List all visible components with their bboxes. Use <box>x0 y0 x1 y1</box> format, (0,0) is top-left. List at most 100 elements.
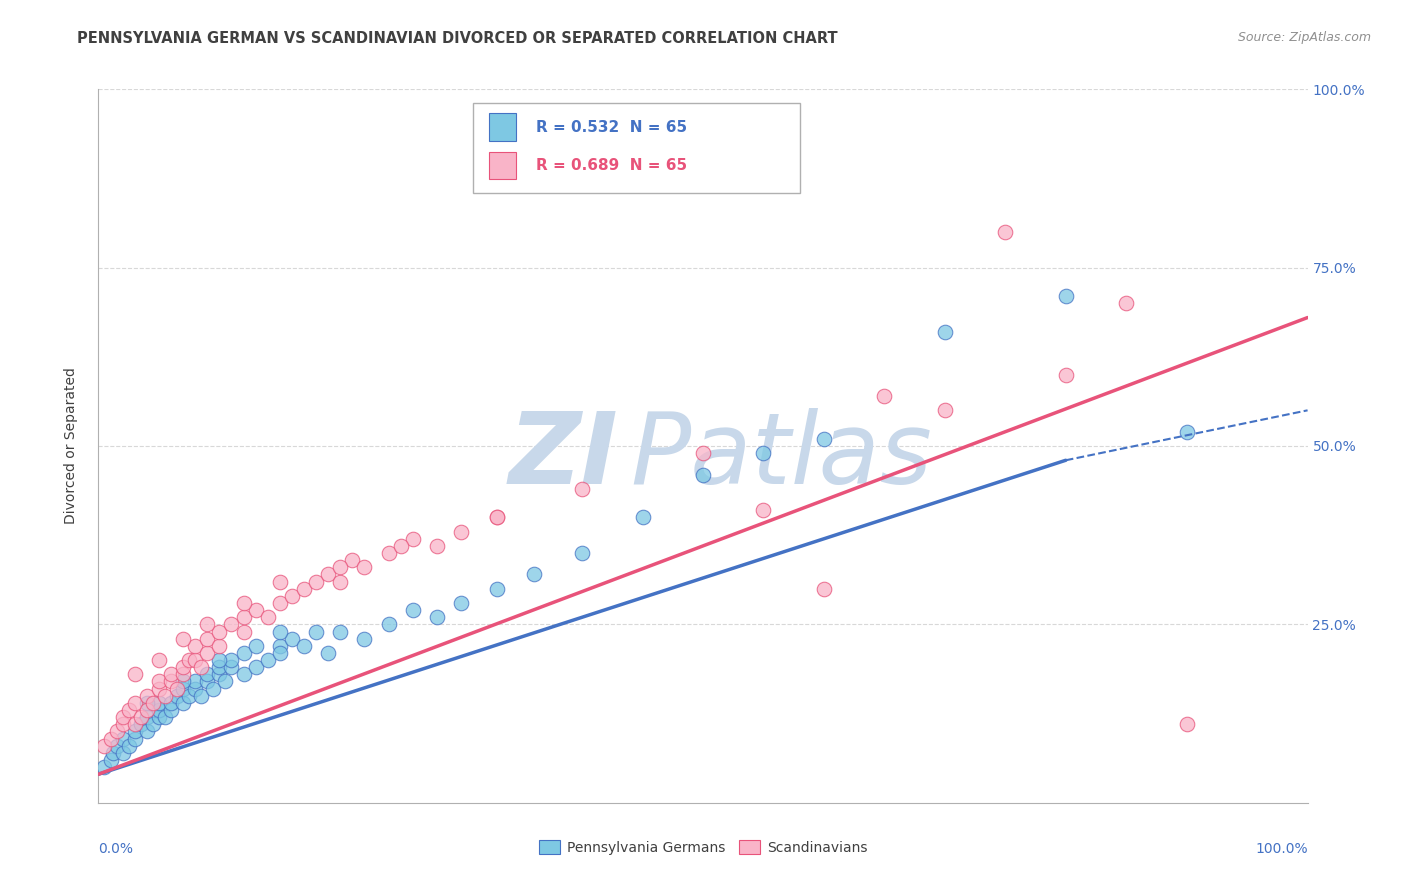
Text: ZI: ZI <box>509 409 619 505</box>
Point <box>571 482 593 496</box>
Point <box>813 432 835 446</box>
Y-axis label: Divorced or Separated: Divorced or Separated <box>63 368 77 524</box>
Point <box>172 696 194 710</box>
Point <box>160 696 183 710</box>
Point <box>172 674 194 689</box>
Point <box>93 760 115 774</box>
Point <box>402 532 425 546</box>
Point <box>124 696 146 710</box>
Point <box>232 667 254 681</box>
Point <box>305 624 328 639</box>
Point <box>195 667 218 681</box>
Point <box>129 717 152 731</box>
Point <box>135 696 157 710</box>
Point <box>692 446 714 460</box>
Point <box>245 603 267 617</box>
Point <box>93 739 115 753</box>
Point <box>232 646 254 660</box>
Point <box>1054 368 1077 382</box>
Text: 0.0%: 0.0% <box>98 842 134 856</box>
Point <box>281 589 304 603</box>
Point <box>752 503 775 517</box>
Point <box>166 681 188 696</box>
Point <box>353 632 375 646</box>
Point <box>101 746 124 760</box>
Point <box>172 681 194 696</box>
Point <box>232 624 254 639</box>
Point <box>329 560 352 574</box>
Point <box>111 731 134 746</box>
Point <box>148 681 170 696</box>
Point <box>208 667 231 681</box>
Point <box>190 689 212 703</box>
Point <box>195 646 218 660</box>
Point <box>523 567 546 582</box>
Point <box>190 660 212 674</box>
Point <box>873 389 896 403</box>
Point <box>118 703 141 717</box>
Point <box>450 524 472 539</box>
Point <box>142 696 165 710</box>
Point <box>232 610 254 624</box>
Point <box>281 632 304 646</box>
Legend: Pennsylvania Germans, Scandinavians: Pennsylvania Germans, Scandinavians <box>533 834 873 860</box>
Point <box>342 553 364 567</box>
Point <box>934 325 956 339</box>
Point <box>166 689 188 703</box>
Point <box>1175 717 1198 731</box>
Point <box>245 660 267 674</box>
Point <box>329 574 352 589</box>
Point <box>571 546 593 560</box>
Point <box>316 567 339 582</box>
Point <box>752 446 775 460</box>
Point <box>202 681 225 696</box>
Point <box>184 653 207 667</box>
Point <box>269 646 291 660</box>
Point <box>631 510 654 524</box>
Text: 100.0%: 100.0% <box>1256 842 1308 856</box>
Text: R = 0.689  N = 65: R = 0.689 N = 65 <box>536 158 688 173</box>
Point <box>486 582 509 596</box>
Point <box>1054 289 1077 303</box>
Text: Patlas: Patlas <box>630 409 932 505</box>
Text: Source: ZipAtlas.com: Source: ZipAtlas.com <box>1237 31 1371 45</box>
Point <box>160 674 183 689</box>
Point <box>208 653 231 667</box>
Point <box>153 689 176 703</box>
FancyBboxPatch shape <box>474 103 800 193</box>
Point <box>692 467 714 482</box>
Point <box>269 624 291 639</box>
Point <box>135 703 157 717</box>
Point <box>184 674 207 689</box>
Point <box>184 639 207 653</box>
Point <box>105 724 128 739</box>
Point <box>195 617 218 632</box>
Text: PENNSYLVANIA GERMAN VS SCANDINAVIAN DIVORCED OR SEPARATED CORRELATION CHART: PENNSYLVANIA GERMAN VS SCANDINAVIAN DIVO… <box>77 31 838 46</box>
Point <box>221 660 243 674</box>
Point <box>172 660 194 674</box>
Point <box>195 632 218 646</box>
Point <box>486 510 509 524</box>
Point <box>269 596 291 610</box>
Point <box>135 724 157 739</box>
Point <box>316 646 339 660</box>
Point <box>245 639 267 653</box>
Point <box>100 731 122 746</box>
Point <box>118 739 141 753</box>
Point <box>111 710 134 724</box>
Point <box>135 710 157 724</box>
Point <box>124 731 146 746</box>
Point <box>305 574 328 589</box>
Point <box>813 582 835 596</box>
Point <box>256 653 278 667</box>
Point <box>160 667 183 681</box>
Point <box>195 674 218 689</box>
Point <box>426 610 449 624</box>
Point <box>111 746 134 760</box>
Point <box>994 225 1017 239</box>
Point <box>232 596 254 610</box>
Point <box>450 596 472 610</box>
Point <box>353 560 375 574</box>
Point <box>486 510 509 524</box>
Point <box>329 624 352 639</box>
